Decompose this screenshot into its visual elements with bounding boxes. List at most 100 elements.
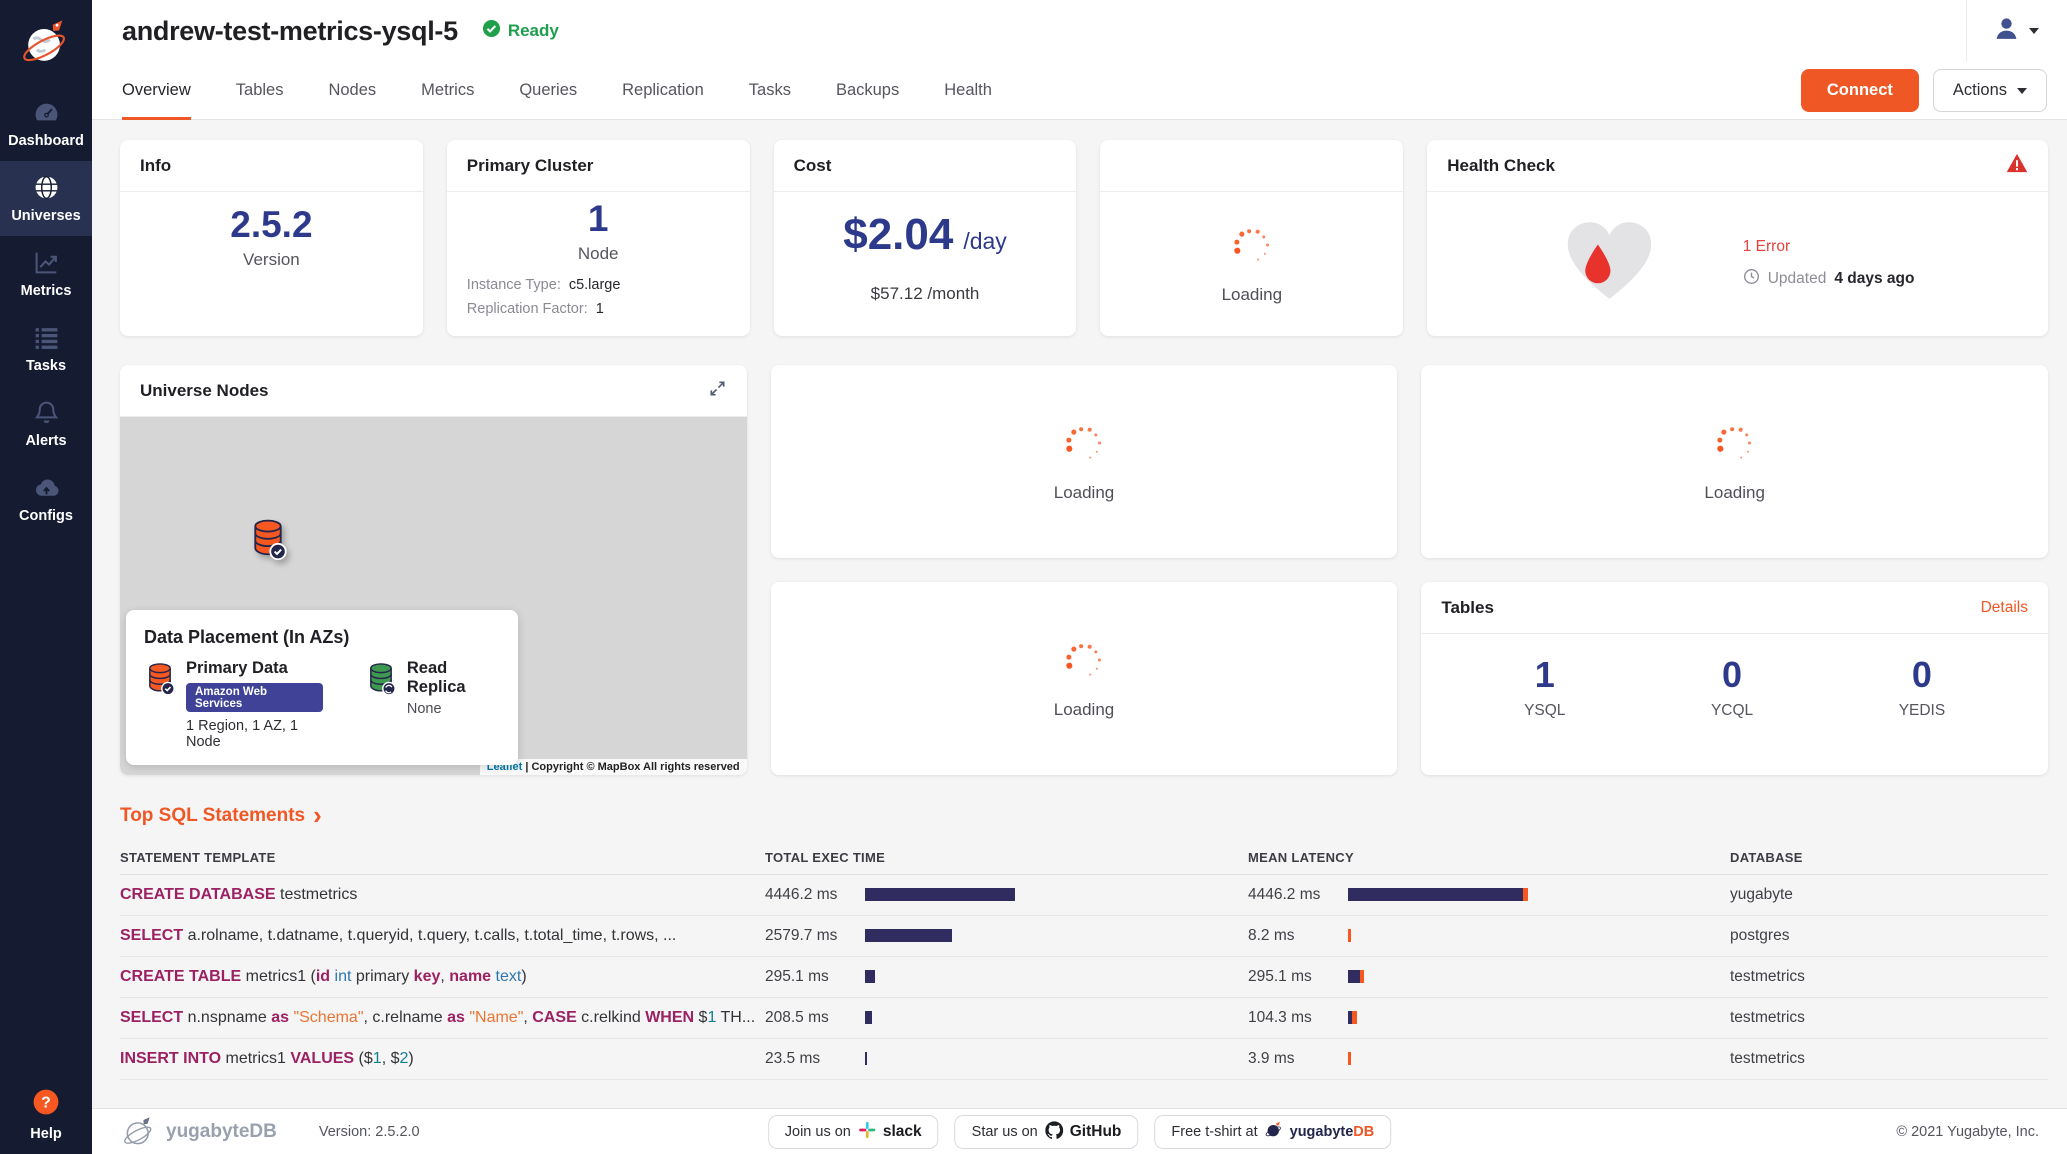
connect-button[interactable]: Connect (1800, 69, 1919, 112)
status-text: Ready (507, 21, 559, 40)
total-exec-time-value: 2579.7 ms (765, 927, 838, 944)
mean-latency-bar (1348, 968, 1730, 986)
yugabyte-planet-icon (124, 1116, 152, 1144)
database-cell: testmetrics (1730, 1009, 1805, 1026)
version-label: Version (243, 250, 300, 269)
cost-monthly: $57.12 /month (870, 284, 980, 303)
total-exec-time-bar (865, 927, 1248, 945)
node-marker-icon[interactable] (248, 517, 288, 561)
map-attribution: Leaflet | Copyright © MapBox All rights … (479, 759, 747, 775)
card-primary-cluster-title: Primary Cluster (446, 140, 750, 192)
read-replica-value: None (406, 701, 442, 717)
sidebar-item-dashboard[interactable]: Dashboard (0, 86, 92, 161)
slack-link[interactable]: Join us on slack (767, 1114, 939, 1149)
github-link[interactable]: Star us on GitHub (954, 1114, 1139, 1149)
card-info: Info 2.5.2 Version (120, 140, 423, 336)
card-loading-2: Loading (770, 365, 1398, 558)
chevron-right-icon: › (313, 800, 322, 830)
universe-map[interactable]: Data Placement (In AZs) Primary Data Ama… (120, 417, 747, 775)
mean-latency-value: 295.1 ms (1248, 968, 1312, 985)
title-row: andrew-test-metrics-ysql-5 Ready (92, 0, 2067, 62)
expand-icon[interactable] (708, 379, 727, 403)
sql-statement-row[interactable]: SELECT n.nspname as "Schema", c.relname … (120, 998, 2048, 1039)
footer-copyright: © 2021 Yugabyte, Inc. (1896, 1123, 2039, 1140)
database-cell: testmetrics (1730, 968, 1805, 985)
actions-dropdown[interactable]: Actions (1932, 69, 2047, 112)
tables-details-link[interactable]: Details (1980, 598, 2028, 616)
card-info-title: Info (120, 140, 423, 192)
toolbar: Connect Actions (1800, 69, 2047, 112)
card-loading-4: Loading (770, 582, 1398, 775)
sql-statement-row[interactable]: CREATE DATABASE testmetrics 4446.2 ms 44… (120, 875, 2048, 916)
footer-pills: Join us on slack Star us on GitHub Free … (767, 1114, 1392, 1149)
total-exec-time-value: 23.5 ms (765, 1050, 821, 1067)
slack-icon (858, 1121, 876, 1143)
database-cell: testmetrics (1730, 1050, 1805, 1067)
sidebar-item-label: Dashboard (8, 133, 84, 149)
loading-spinner (1061, 421, 1107, 467)
tab-nodes[interactable]: Nodes (328, 62, 376, 119)
sidebar-item-configs[interactable]: Configs (0, 461, 92, 536)
tab-health[interactable]: Health (944, 62, 992, 119)
top-sql-section: Top SQL Statements › STATEMENT TEMPLATE … (120, 800, 2048, 1080)
read-replica-label: Read Replica (406, 659, 466, 696)
replication-factor-label: Replication Factor: (466, 300, 588, 317)
replication-factor-value: 1 (595, 300, 604, 317)
tab-overview[interactable]: Overview (122, 62, 191, 120)
sidebar-item-universes[interactable]: Universes (0, 161, 92, 236)
table-stat-ycql: 0 YCQL (1711, 654, 1753, 720)
tab-replication[interactable]: Replication (622, 62, 704, 119)
database-cell: postgres (1730, 927, 1790, 944)
col-statement-template: STATEMENT TEMPLATE (120, 850, 276, 865)
card-loading-3: Loading (1421, 365, 2048, 558)
cluster-details: Instance Type: c5.large Replication Facto… (447, 264, 750, 322)
top-sql-statements-link[interactable]: Top SQL Statements › (120, 800, 2048, 830)
warning-triangle-icon (2006, 153, 2028, 178)
sidebar-item-alerts[interactable]: Alerts (0, 386, 92, 461)
tab-label: Tasks (748, 81, 791, 99)
tab-label: Metrics (421, 81, 475, 99)
sql-statement-row[interactable]: SELECT a.rolname, t.datname, t.queryid, … (120, 916, 2048, 957)
total-exec-time-value: 208.5 ms (765, 1009, 829, 1026)
card-health-check: Health Check 1 Error Updated 4 da (1427, 140, 2048, 336)
tab-tables[interactable]: Tables (236, 62, 284, 119)
node-count: 1 (587, 198, 609, 239)
tshirt-link[interactable]: Free t-shirt at yugabyteDB (1154, 1114, 1392, 1149)
card-loading-1-header (1100, 140, 1404, 192)
tables-stats: 1 YSQL 0 YCQL 0 YEDIS (1421, 634, 2048, 720)
tab-tasks[interactable]: Tasks (749, 62, 791, 119)
sql-statement-row[interactable]: CREATE TABLE metrics1 (id int primary ke… (120, 957, 2048, 998)
footer-version: Version: 2.5.2.0 (318, 1123, 420, 1140)
slack-brand: slack (882, 1122, 922, 1140)
sql-statement-row[interactable]: INSERT INTO metrics1 VALUES ($1, $2) 23.… (120, 1039, 2048, 1080)
content: Info 2.5.2 Version Primary Cluster 1 Nod… (92, 120, 2067, 1108)
svg-text:?: ? (41, 1094, 51, 1111)
github-icon (1044, 1120, 1063, 1143)
chevron-down-icon (2029, 28, 2039, 34)
tab-queries[interactable]: Queries (519, 62, 577, 119)
cost-daily-suffix: /day (963, 228, 1007, 254)
user-menu[interactable] (1966, 0, 2067, 62)
cost-daily: $2.04 (843, 210, 954, 259)
top-sql-heading-text: Top SQL Statements (120, 805, 306, 826)
sidebar-item-metrics[interactable]: Metrics (0, 236, 92, 311)
health-error-text[interactable]: 1 Error (1742, 237, 1791, 255)
yugabyte-logo[interactable] (0, 0, 92, 86)
primary-data-detail: 1 Region, 1 AZ, 1 Node (186, 718, 299, 750)
total-exec-time-bar (865, 1050, 1248, 1068)
sidebar-item-label: Configs (19, 508, 73, 524)
card-tables: Tables Details 1 YSQL 0 YCQL 0 YEDIS (1421, 582, 2048, 775)
tab-label: Backups (835, 81, 900, 99)
sidebar-item-tasks[interactable]: Tasks (0, 311, 92, 386)
mean-latency-bar (1348, 886, 1730, 904)
tab-backups[interactable]: Backups (836, 62, 899, 119)
attribution-separator: | (525, 761, 529, 773)
tshirt-brand-b: DB (1353, 1123, 1375, 1140)
card-universe-nodes: Universe Nodes Data Placement (In AZs) (120, 365, 747, 775)
total-exec-time-value: 295.1 ms (765, 968, 829, 985)
table-stat-label: YCQL (1710, 702, 1754, 719)
tab-metrics[interactable]: Metrics (421, 62, 474, 119)
primary-db-icon (144, 661, 176, 697)
cloud-icon (33, 474, 60, 501)
sidebar-item-help[interactable]: ? Help (0, 1076, 92, 1154)
